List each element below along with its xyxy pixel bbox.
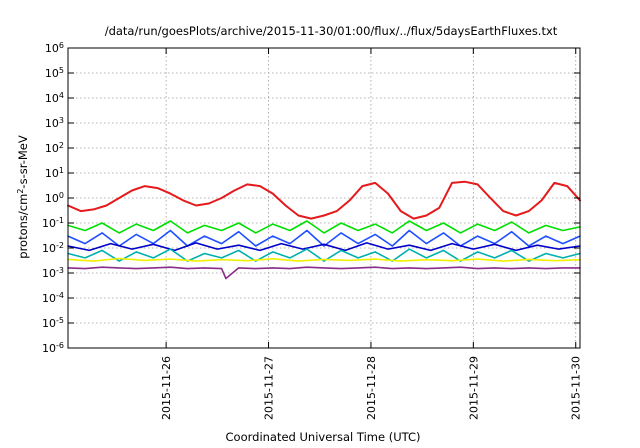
series-line-4 <box>67 242 581 252</box>
series-line-7 <box>67 266 581 280</box>
chart-title: /data/run/goesPlots/archive/2015-11-30/0… <box>105 24 558 38</box>
y-tick-label: 10-6 <box>42 341 64 356</box>
x-tick-label: 2015-11-26 <box>160 356 173 420</box>
tick-marks <box>68 47 580 349</box>
y-tick-exponent: 4 <box>59 91 64 100</box>
y-tick-exponent: 5 <box>59 66 64 75</box>
y-tick-label: 10-4 <box>42 291 64 306</box>
y-tick-label: 100 <box>45 191 64 206</box>
y-tick-exponent: 6 <box>59 41 64 50</box>
y-tick-label: 10-1 <box>42 216 64 231</box>
y-tick-base: 10 <box>45 142 59 155</box>
y-tick-base: 10 <box>45 42 59 55</box>
y-tick-exponent: 3 <box>59 116 64 125</box>
y-axis-label-rest: -s-sr-MeV <box>16 135 30 188</box>
y-tick-base: 10 <box>42 242 56 255</box>
y-tick-exponent: 0 <box>59 191 64 200</box>
y-tick-exponent: -1 <box>56 216 64 225</box>
y-tick-label: 101 <box>45 166 64 181</box>
y-tick-label: 10-3 <box>42 266 64 281</box>
x-tick-labels: 2015-11-26 2015-11-27 2015-11-28 2015-11-29… <box>160 356 583 420</box>
series-line-6 <box>67 257 581 262</box>
y-tick-label: 104 <box>45 91 64 106</box>
y-tick-exponent: -4 <box>56 291 64 300</box>
series-line-2 <box>67 220 581 234</box>
y-tick-label: 10-2 <box>42 241 64 256</box>
y-axis-label-exponent: 2 <box>16 189 25 194</box>
series-group <box>67 180 581 280</box>
y-axis-label-base: protons/cm <box>16 194 30 259</box>
y-tick-label: 103 <box>45 116 64 131</box>
y-tick-label: 105 <box>45 66 64 81</box>
y-tick-exponent: -6 <box>56 341 64 350</box>
y-tick-base: 10 <box>42 217 56 230</box>
y-tick-exponent: 2 <box>59 141 64 150</box>
y-tick-exponent: -3 <box>56 266 64 275</box>
y-tick-base: 10 <box>45 92 59 105</box>
y-tick-base: 10 <box>45 117 59 130</box>
y-tick-label: 102 <box>45 141 64 156</box>
y-tick-base: 10 <box>42 342 56 355</box>
series-line-1 <box>67 180 581 220</box>
y-tick-label: 106 <box>45 41 64 56</box>
y-tick-exponent: 1 <box>59 166 64 175</box>
x-tick-label: 2015-11-28 <box>365 356 378 420</box>
y-tick-base: 10 <box>45 67 59 80</box>
y-axis-label: protons/cm2-s-sr-MeV <box>16 135 31 259</box>
y-tick-exponent: -5 <box>56 316 64 325</box>
y-tick-base: 10 <box>45 192 59 205</box>
x-tick-label: 2015-11-30 <box>570 356 583 420</box>
series-line-5 <box>67 248 581 262</box>
y-tick-exponent: -2 <box>56 241 64 250</box>
y-tick-base: 10 <box>45 167 59 180</box>
x-tick-label: 2015-11-29 <box>467 356 480 420</box>
y-tick-label: 10-5 <box>42 316 64 331</box>
grid <box>68 47 580 349</box>
y-tick-base: 10 <box>42 267 56 280</box>
y-tick-base: 10 <box>42 292 56 305</box>
y-tick-labels: 10-610-510-410-310-210-11001011021031041… <box>42 41 64 356</box>
y-tick-base: 10 <box>42 317 56 330</box>
x-tick-label: 2015-11-27 <box>263 356 276 420</box>
x-axis-label: Coordinated Universal Time (UTC) <box>226 430 421 444</box>
